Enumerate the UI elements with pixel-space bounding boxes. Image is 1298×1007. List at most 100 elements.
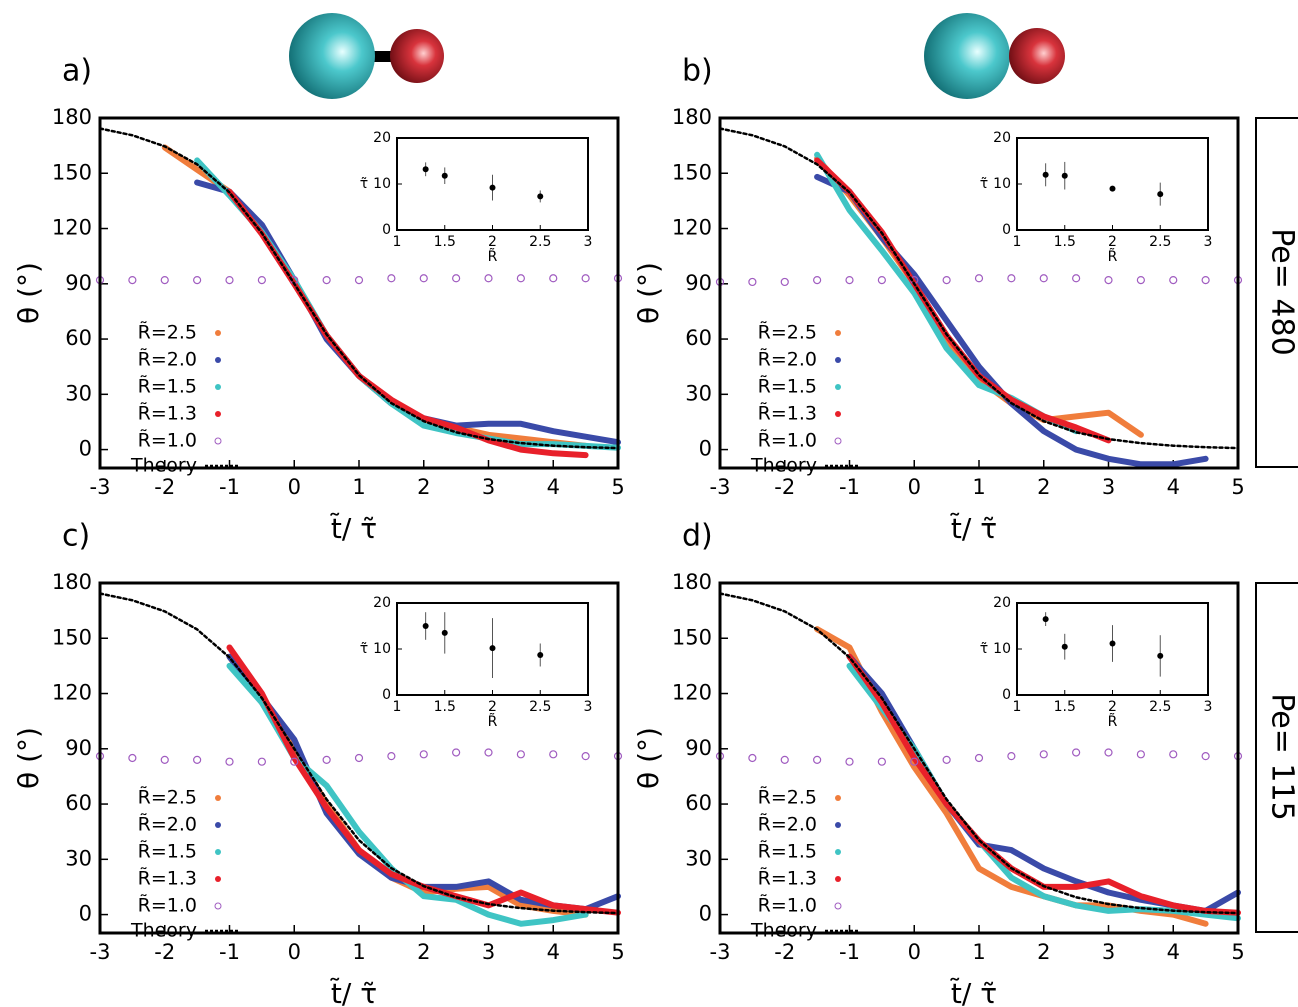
legend-marker — [835, 384, 841, 390]
marker — [1072, 274, 1081, 283]
x-tick-label: 3 — [584, 234, 593, 250]
marker — [225, 276, 234, 285]
legend-marker — [835, 330, 841, 336]
y-tick-label: 0 — [79, 437, 92, 461]
x-tick-label: 2 — [488, 699, 497, 715]
y-tick-label: 180 — [672, 570, 712, 594]
y-tick-label: 60 — [65, 326, 92, 350]
point — [1061, 172, 1068, 179]
marker — [1039, 750, 1048, 759]
x-axis-label: t̃/ τ̃ — [330, 977, 377, 1007]
x-axis-label: t̃/ τ̃ — [950, 512, 997, 545]
x-tick-label: 3 — [584, 699, 593, 715]
y-tick-label: 60 — [685, 326, 712, 350]
marker — [942, 755, 951, 764]
y-tick-label: 20 — [993, 130, 1011, 146]
legend-label: R̃=1.5 — [758, 840, 817, 862]
marker — [813, 755, 822, 764]
y-tick-label: 0 — [79, 902, 92, 926]
x-tick-label: -1 — [839, 940, 860, 964]
y-tick-label: 0 — [699, 437, 712, 461]
point — [1109, 185, 1116, 192]
marker — [419, 750, 428, 759]
legend-label: R̃=1.0 — [758, 894, 817, 916]
legend-marker — [835, 411, 841, 417]
x-tick-label: 5 — [1231, 940, 1244, 964]
marker — [1136, 750, 1145, 759]
marker — [974, 274, 984, 283]
x-axis-label: R̃ — [488, 248, 498, 265]
legend-label: R̃=1.0 — [138, 894, 197, 916]
legend-marker — [215, 357, 221, 363]
x-tick-label: 1.5 — [434, 699, 456, 715]
point — [441, 172, 448, 179]
x-axis-label: t̃/ τ̃ — [950, 977, 997, 1007]
legend-label: R̃=2.0 — [138, 813, 197, 835]
y-tick-label: 0 — [382, 687, 391, 703]
y-tick-label: 120 — [672, 216, 712, 240]
marker — [387, 752, 396, 761]
row-label-box — [1255, 582, 1298, 933]
x-tick-label: 4 — [1167, 940, 1180, 964]
x-axis-label: R̃ — [1108, 248, 1118, 265]
y-axis-label: τ̃ — [360, 641, 368, 657]
marker — [516, 750, 525, 759]
y-axis-label: τ̃ — [980, 641, 988, 657]
plot-frame — [98, 116, 620, 470]
point — [1042, 171, 1049, 178]
marker — [452, 748, 461, 757]
marker — [1104, 748, 1113, 757]
x-tick-label: 1 — [1013, 699, 1022, 715]
x-tick-label: 4 — [547, 475, 560, 499]
marker — [257, 276, 266, 285]
y-tick-label: 150 — [52, 160, 92, 184]
y-axis-label: τ̃ — [980, 176, 988, 192]
x-tick-label: 2 — [488, 234, 497, 250]
marker — [354, 276, 364, 285]
legend-marker — [214, 902, 222, 910]
marker — [354, 753, 364, 763]
legend-marker — [835, 849, 841, 855]
marker — [1007, 752, 1016, 761]
x-tick-label: 0 — [288, 475, 301, 499]
marker — [128, 753, 137, 763]
legend-marker — [215, 849, 221, 855]
y-tick-label: 180 — [52, 570, 92, 594]
theory-line — [98, 592, 620, 915]
y-tick-label: 150 — [52, 625, 92, 649]
x-tick-label: 1 — [972, 940, 985, 964]
point — [441, 629, 448, 636]
legend-marker — [835, 822, 841, 828]
x-tick-label: 1 — [352, 475, 365, 499]
marker — [1039, 274, 1048, 283]
x-tick-label: 5 — [1231, 475, 1244, 499]
marker — [1136, 276, 1145, 285]
marker — [225, 757, 234, 766]
point — [1061, 643, 1068, 650]
legend-label: R̃=1.5 — [138, 375, 197, 397]
x-tick-label: 2.5 — [529, 699, 551, 715]
x-tick-label: 5 — [611, 940, 624, 964]
legend-label: R̃=2.0 — [138, 348, 197, 370]
legend-marker — [215, 411, 221, 417]
y-tick-label: 30 — [685, 846, 712, 870]
marker — [484, 748, 493, 757]
x-tick-label: 1 — [352, 940, 365, 964]
legend-label: R̃=2.5 — [758, 786, 817, 808]
x-tick-label: 2 — [417, 940, 430, 964]
molecule-icon — [924, 13, 1065, 99]
legend-marker — [835, 876, 841, 882]
theory-line — [98, 127, 620, 450]
marker — [780, 755, 789, 764]
x-tick-label: 2 — [1108, 699, 1117, 715]
marker — [1169, 750, 1178, 759]
y-tick-label: 180 — [52, 105, 92, 129]
legend-marker — [215, 384, 221, 390]
marker — [452, 274, 461, 283]
y-tick-label: 180 — [672, 105, 712, 129]
legend-marker — [215, 822, 221, 828]
marker — [193, 755, 202, 764]
y-axis-label: θ (°) — [632, 262, 665, 324]
marker — [419, 274, 428, 283]
